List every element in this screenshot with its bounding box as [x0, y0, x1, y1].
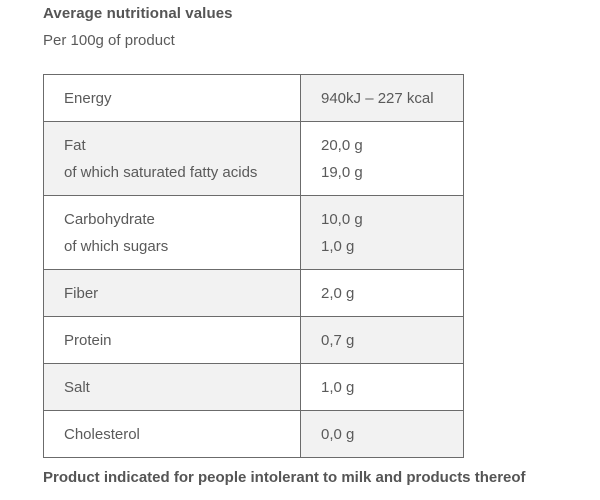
nutrient-sublabel-line: of which sugars: [64, 237, 169, 255]
nutrient-value-line: 940kJ – 227 kcal: [321, 89, 434, 107]
table-row-salt: Salt 1,0 g: [43, 363, 464, 411]
nutrient-label-line: Carbohydrate: [64, 210, 155, 228]
nutrition-table: Energy 940kJ – 227 kcal Fat of which sat…: [43, 74, 464, 458]
nutrient-value: 0,7 g: [300, 316, 464, 364]
nutrition-subheading: Per 100g of product: [43, 32, 175, 49]
table-row-fiber: Fiber 2,0 g: [43, 269, 464, 317]
nutrient-value: 20,0 g 19,0 g: [300, 121, 464, 196]
nutrient-subvalue-line: 19,0 g: [321, 163, 363, 181]
nutrient-label-line: Salt: [64, 378, 90, 396]
table-row-energy: Energy 940kJ – 227 kcal: [43, 74, 464, 122]
nutrient-value: 940kJ – 227 kcal: [300, 74, 464, 122]
nutrient-label: Fiber: [43, 269, 301, 317]
nutrient-value: 10,0 g 1,0 g: [300, 195, 464, 270]
nutrient-label: Carbohydrate of which sugars: [43, 195, 301, 270]
table-row-carbohydrate: Carbohydrate of which sugars 10,0 g 1,0 …: [43, 195, 464, 270]
nutrient-label-line: Protein: [64, 331, 112, 349]
nutrient-label: Salt: [43, 363, 301, 411]
nutrient-label-line: Fiber: [64, 284, 99, 302]
nutrient-label-line: Energy: [64, 89, 112, 107]
nutrient-sublabel-line: of which saturated fatty acids: [64, 163, 258, 181]
nutrient-label: Cholesterol: [43, 410, 301, 458]
nutrient-value-line: 10,0 g: [321, 210, 363, 228]
nutrient-value: 1,0 g: [300, 363, 464, 411]
table-row-cholesterol: Cholesterol 0,0 g: [43, 410, 464, 458]
table-row-fat: Fat of which saturated fatty acids 20,0 …: [43, 121, 464, 196]
nutrient-label: Energy: [43, 74, 301, 122]
nutrient-label-line: Fat: [64, 136, 86, 154]
nutrient-subvalue-line: 1,0 g: [321, 237, 355, 255]
nutrient-label: Protein: [43, 316, 301, 364]
nutrient-label-line: Cholesterol: [64, 425, 140, 443]
nutrient-value: 2,0 g: [300, 269, 464, 317]
nutrient-value-line: 20,0 g: [321, 136, 363, 154]
nutrient-value: 0,0 g: [300, 410, 464, 458]
nutrient-label: Fat of which saturated fatty acids: [43, 121, 301, 196]
nutrient-value-line: 1,0 g: [321, 378, 355, 396]
nutrient-value-line: 0,0 g: [321, 425, 355, 443]
intolerance-note: Product indicated for people intolerant …: [43, 469, 526, 486]
nutrition-heading: Average nutritional values: [43, 5, 233, 22]
nutrient-value-line: 0,7 g: [321, 331, 355, 349]
nutrient-value-line: 2,0 g: [321, 284, 355, 302]
table-row-protein: Protein 0,7 g: [43, 316, 464, 364]
